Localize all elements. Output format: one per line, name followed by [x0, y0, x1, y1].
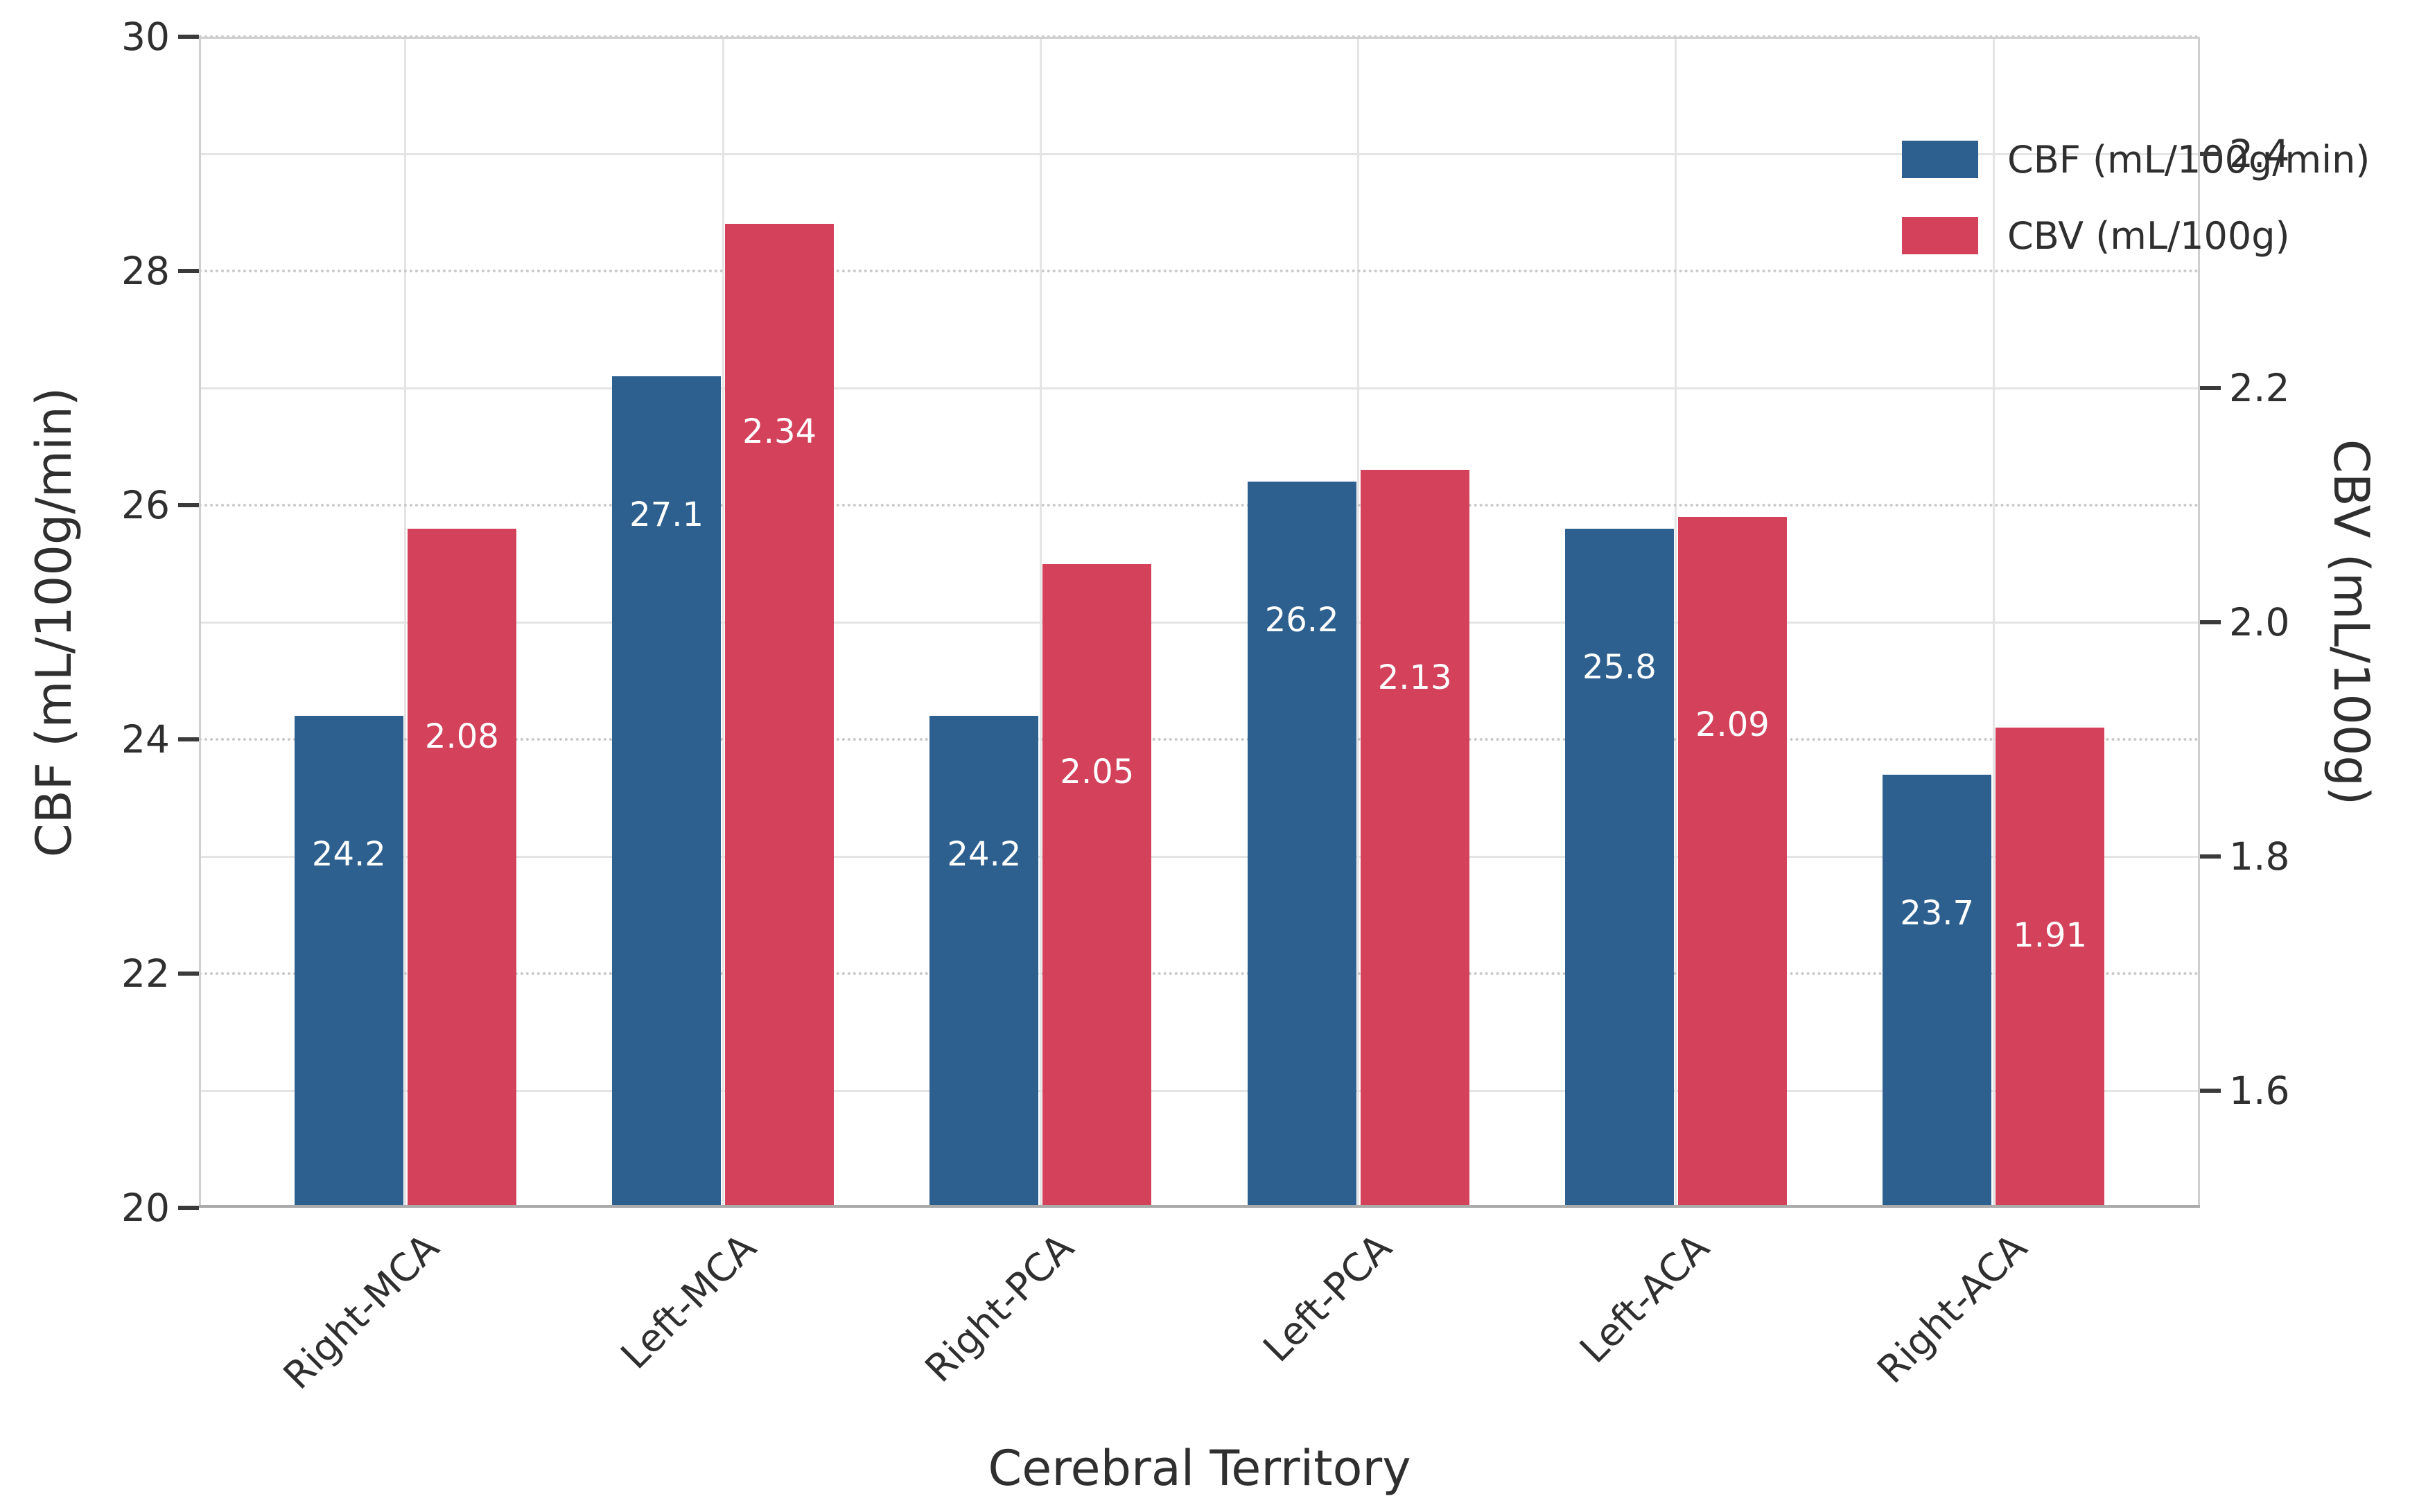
- x-tick-label-text: Left-ACA: [1571, 1225, 1718, 1372]
- left-tick-mark: [178, 972, 199, 976]
- cbv-legend-label: CBV (mL/100g): [2007, 213, 2290, 258]
- left-tick-label: 30: [121, 15, 170, 59]
- left-tick-mark: [178, 1206, 199, 1210]
- top-spine: [199, 37, 2200, 39]
- right-axis-gridline: [199, 387, 2200, 389]
- y-axis-label-left: CBF (mL/100g/min): [26, 387, 82, 858]
- cbf-bar-Left-ACA: [1564, 528, 1674, 1208]
- x-tick-label-text: Left-MCA: [612, 1225, 765, 1378]
- right-tick-mark: [2200, 620, 2221, 624]
- cbv-bar-value-Left-ACA: 2.09: [1695, 705, 1770, 744]
- x-tick-label-text: Right-MCA: [274, 1225, 448, 1398]
- right-axis-gridline: [199, 855, 2200, 858]
- cbv-legend-swatch: [1902, 217, 1978, 254]
- right-tick-mark: [2200, 854, 2221, 859]
- right-tick-mark: [2200, 386, 2221, 390]
- left-axis-gridline: [199, 972, 2200, 975]
- left-tick-mark: [178, 503, 199, 507]
- right-tick-label: 1.6: [2229, 1069, 2290, 1113]
- left-spine: [199, 37, 201, 1208]
- right-axis-gridline: [199, 621, 2200, 624]
- left-axis-gridline: [199, 738, 2200, 741]
- cbf-bar-Right-PCA: [929, 716, 1039, 1208]
- right-axis-gridline: [199, 152, 2200, 155]
- legend-item-cbf: CBF (mL/100g/min): [1902, 121, 2370, 197]
- cbf-bar-value-Left-ACA: 25.8: [1582, 647, 1657, 687]
- right-axis-gridline: [199, 1089, 2200, 1092]
- left-axis-gridline: [199, 270, 2200, 272]
- left-tick-mark: [178, 737, 199, 741]
- legend-item-cbv: CBV (mL/100g): [1902, 197, 2370, 274]
- cbf-bar-value-Left-MCA: 27.1: [629, 495, 704, 535]
- right-tick-mark: [2200, 152, 2221, 156]
- x-tick-label-text: Right-ACA: [1868, 1225, 2036, 1392]
- right-tick-mark: [2200, 1089, 2221, 1093]
- left-tick-mark: [178, 35, 199, 39]
- cbv-bar-value-Left-PCA: 2.13: [1377, 658, 1452, 698]
- cbf-legend-label: CBF (mL/100g/min): [2007, 137, 2370, 182]
- cbv-bar-Left-PCA: [1360, 470, 1469, 1208]
- cbv-bar-value-Right-MCA: 2.08: [424, 717, 499, 756]
- right-tick-label: 2.4: [2229, 132, 2290, 176]
- cbv-bar-Right-ACA: [1996, 728, 2105, 1208]
- legend: CBF (mL/100g/min) CBV (mL/100g): [1902, 121, 2370, 274]
- cbf-bar-Left-MCA: [612, 376, 722, 1208]
- cbf-bar-Left-PCA: [1247, 482, 1356, 1208]
- cbv-bar-Right-PCA: [1042, 563, 1152, 1208]
- cbf-bar-value-Right-MCA: 24.2: [311, 835, 386, 874]
- cbv-bar-value-Right-ACA: 1.91: [2013, 916, 2088, 956]
- right-tick-label: 2.2: [2229, 366, 2290, 410]
- bars-layer: 24.2 27.1 24.2 26.2 25.8 23.7 2.08 2.34 2.05 2.13…: [199, 37, 2200, 1208]
- right-tick-label: 1.8: [2229, 834, 2290, 879]
- cbf-bar-Right-ACA: [1883, 774, 1992, 1208]
- cbf-bar-value-Right-ACA: 23.7: [1900, 893, 1975, 933]
- left-axis-gridline: [199, 504, 2200, 507]
- x-tick-label-text: Left-PCA: [1255, 1225, 1400, 1371]
- cbv-bar-value-Right-PCA: 2.05: [1060, 752, 1135, 791]
- plot-area: 24.2 27.1 24.2 26.2 25.8 23.7 2.08 2.34 2.05 2.13…: [199, 35, 2370, 1208]
- left-tick-label: 22: [121, 951, 170, 996]
- right-tick-label: 2.0: [2229, 600, 2290, 644]
- right-spine: [2198, 37, 2200, 1208]
- cbv-bar-value-Left-MCA: 2.34: [742, 412, 817, 452]
- cbf-legend-swatch: [1902, 141, 1978, 178]
- x-tick-label-text: Right-PCA: [916, 1225, 1083, 1391]
- cbf-bar-value-Right-PCA: 24.2: [947, 835, 1022, 874]
- cbf-bar-value-Left-PCA: 26.2: [1264, 601, 1339, 640]
- bottom-spine: [199, 1205, 2200, 1208]
- cbv-bar-Left-MCA: [725, 224, 835, 1208]
- left-tick-label: 20: [121, 1186, 170, 1230]
- y-axis-label-right: CBV (mL/100g): [2323, 439, 2380, 806]
- cbf-bar-Right-MCA: [294, 716, 403, 1208]
- left-tick-label: 24: [121, 717, 170, 762]
- cbv-bar-Right-MCA: [407, 528, 516, 1208]
- cbv-bar-Left-ACA: [1677, 516, 1787, 1208]
- left-tick-label: 26: [121, 483, 170, 527]
- left-tick-label: 28: [121, 249, 170, 293]
- left-tick-mark: [178, 269, 199, 273]
- x-axis-label: Cerebral Territory: [988, 1440, 1411, 1497]
